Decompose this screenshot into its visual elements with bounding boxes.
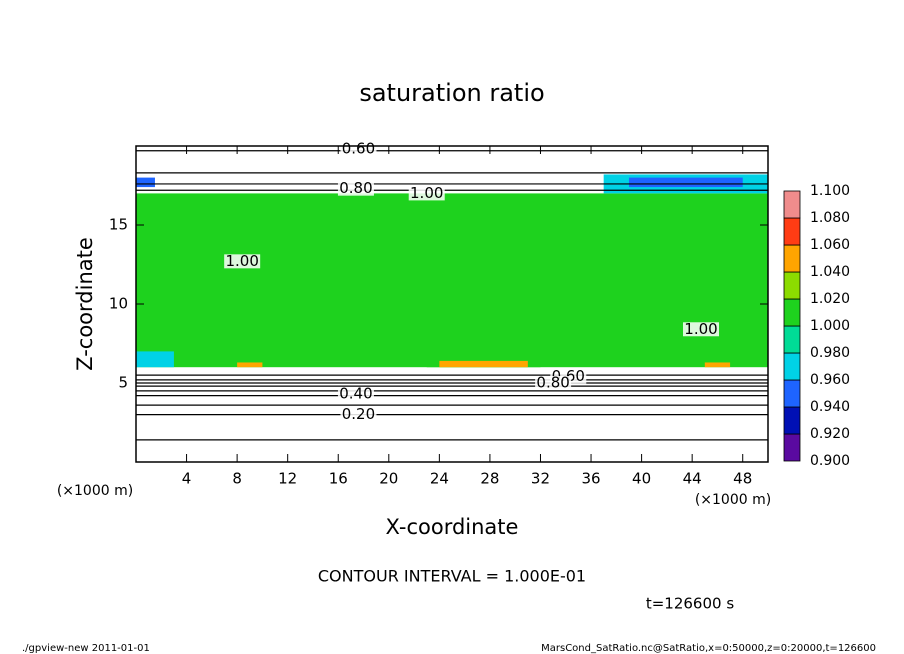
contour-interval: CONTOUR INTERVAL = 1.000E-01: [318, 567, 586, 586]
colorbar-label: 1.100: [810, 183, 850, 199]
contour-label-bg: [337, 181, 374, 196]
x-tick-label: 20: [379, 470, 398, 488]
contour-label-bg: [683, 322, 720, 337]
field-cell: [136, 177, 155, 188]
contour-label: 0.40: [339, 385, 372, 403]
chart-title: saturation ratio: [359, 79, 544, 107]
colorbar-cell: [783, 352, 801, 381]
contour-label: 1.00: [410, 184, 443, 202]
x-tick-label: 32: [531, 470, 550, 488]
x-tick-label: 36: [581, 470, 600, 488]
x-tick-label: 28: [480, 470, 499, 488]
colorbar-label: 1.080: [810, 210, 850, 226]
x-tick-label: 8: [232, 470, 242, 488]
colorbar-label: 1.060: [810, 237, 850, 253]
colorbar-label: 0.980: [810, 345, 850, 361]
colorbar-cell: [783, 406, 801, 435]
colorbar-label: 0.900: [810, 453, 850, 469]
field-cell: [704, 362, 731, 368]
contour-label: 0.60: [342, 140, 375, 158]
colorbar-cell: [783, 298, 801, 327]
x-tick-label: 4: [182, 470, 192, 488]
x-tick-label: 24: [430, 470, 449, 488]
contour-label: 0.80: [536, 374, 569, 392]
y-tick-label: 5: [118, 374, 128, 392]
field-cell: [439, 360, 528, 368]
contour-label: 1.00: [225, 252, 258, 270]
footer-left: ./gpview-new 2011-01-01: [22, 643, 150, 654]
colorbar-label: 1.000: [810, 318, 850, 334]
x-tick-label: 44: [683, 470, 702, 488]
contour-label: 1.00: [684, 320, 717, 338]
contour-label-bg: [337, 387, 374, 402]
footer-right: MarsCond_SatRatio.nc@SatRatio,x=0:50000,…: [541, 643, 876, 654]
field-cell: [628, 177, 743, 188]
x-tick-label: 16: [329, 470, 348, 488]
x-axis-label: X-coordinate: [386, 515, 519, 539]
colorbar-cell: [783, 244, 801, 273]
colorbar-label: 0.960: [810, 372, 850, 388]
contour-label-bg: [224, 254, 261, 269]
colorbar-cell: [783, 433, 801, 462]
contour-label: 0.80: [339, 179, 372, 197]
x-tick-label: 48: [733, 470, 752, 488]
x-unit: (×1000 m): [695, 492, 771, 508]
x-tick-label: 12: [278, 470, 297, 488]
colorbar-cell: [783, 271, 801, 300]
contour-label: 0.20: [342, 405, 375, 423]
colorbar-cell: [783, 190, 801, 219]
colorbar-cell: [783, 217, 801, 246]
y-tick-label: 15: [109, 216, 128, 234]
colorbar-label: 0.920: [810, 426, 850, 442]
y-axis-label: Z-coordinate: [73, 237, 97, 371]
y-unit: (×1000 m): [57, 483, 133, 499]
colorbar-label: 0.940: [810, 399, 850, 415]
colorbar-label: 1.040: [810, 264, 850, 280]
contour-label-bg: [340, 407, 377, 422]
colorbar-cell: [783, 379, 801, 408]
colorbar-label: 1.020: [810, 291, 850, 307]
field-cell: [136, 351, 174, 368]
contour-label-bg: [408, 186, 445, 201]
contour-label-bg: [535, 376, 572, 390]
y-tick-label: 10: [109, 295, 128, 313]
colorbar-cell: [783, 325, 801, 354]
field-cell: [237, 362, 263, 368]
x-tick-label: 40: [632, 470, 651, 488]
time-label: t=126600 s: [646, 595, 734, 613]
